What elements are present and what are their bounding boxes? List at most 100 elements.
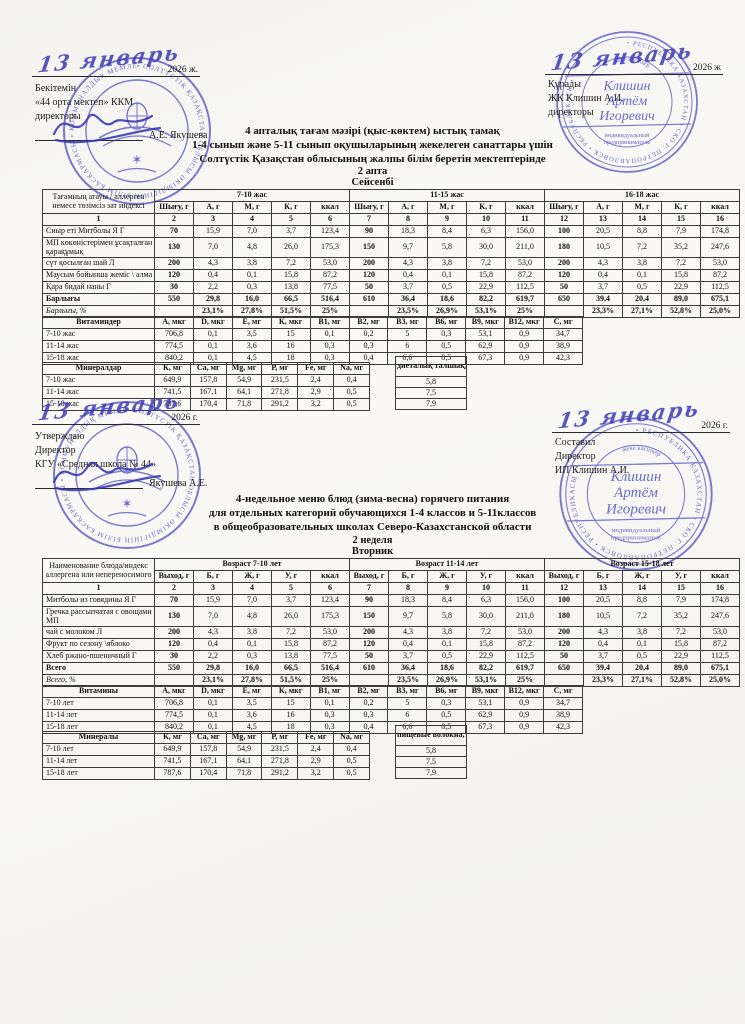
- nutrient-col-cell: Р, мг: [261, 362, 299, 375]
- value-cell: 30,0: [466, 606, 506, 627]
- value-cell: 9,7: [388, 237, 428, 258]
- subheader-cell: Шығу, г: [544, 201, 584, 214]
- age-label-cell: 7-10 жас: [42, 374, 155, 387]
- dish-name-cell: Гречка рассыпчатая с овощами МП: [42, 606, 155, 627]
- value-cell: 87,2: [310, 269, 350, 282]
- value-cell: 3,8: [622, 257, 662, 270]
- nutrient-value-cell: 2,9: [297, 386, 335, 399]
- fiber-row: 7,5: [395, 756, 467, 768]
- nutrient-value-cell: 5: [387, 697, 428, 710]
- subheader-cell: М, г: [232, 201, 272, 214]
- nutrient-value-cell: 34,7: [543, 697, 583, 710]
- value-cell: 4,3: [193, 257, 233, 270]
- age-group-cell: Возраст 7-10 лет: [154, 558, 350, 571]
- value-cell: 22,9: [661, 650, 701, 663]
- value-cell: 0,5: [622, 281, 662, 294]
- nutrient-value-cell: 167,1: [189, 386, 227, 399]
- value-cell: 8,4: [427, 225, 467, 238]
- value-cell: 7,2: [622, 606, 662, 627]
- nutrient-value-cell: 42,3: [543, 352, 583, 365]
- age-group-cell: 16-18 жас: [544, 189, 740, 202]
- nutrient-title-cell: Минералдар: [42, 362, 155, 375]
- fiber-table-kz: диеталық талшық, г 5,8 7,5 7,9: [395, 356, 467, 410]
- handwritten-date: 13 январь: [36, 39, 183, 78]
- doc-title-ru-line1: 4-недельное меню блюд (зима-весна) горяч…: [235, 493, 510, 505]
- nutrient-value-cell: 71,8: [225, 767, 263, 780]
- total-value-cell: 675,1: [700, 293, 740, 306]
- value-cell: 87,2: [700, 638, 740, 651]
- nutrient-col-cell: Mg, мг: [225, 362, 263, 375]
- subheader-cell: ккал: [700, 201, 740, 214]
- value-cell: 13,8: [271, 650, 311, 663]
- nutrient-col-cell: К, мг: [154, 731, 191, 744]
- total-value-cell: 650: [544, 293, 584, 306]
- nutrient-value-cell: 3,6: [231, 709, 272, 722]
- nutrient-value-cell: 0,3: [348, 709, 389, 722]
- colnum-cell: 4: [232, 582, 272, 595]
- total-label-cell: Барлығы: [42, 293, 155, 306]
- doc-title-kz-line2: 1-4 сынып және 5-11 сынып оқушыларының ж…: [192, 139, 553, 151]
- nutrient-col-cell: В9, мкг: [465, 316, 506, 329]
- value-cell: 7,2: [271, 257, 311, 270]
- nutrient-value-cell: 38,9: [543, 709, 583, 722]
- nutrient-value-cell: 157,8: [189, 374, 227, 387]
- dish-row: Қара бидай наны Г 30 2,2 0,3 13,8 77,5 50 3,7 0,…: [42, 281, 740, 294]
- value-cell: 0,5: [622, 650, 662, 663]
- nutrient-value-cell: 3,5: [231, 697, 272, 710]
- value-cell: 4,8: [232, 237, 272, 258]
- value-cell: 175,3: [310, 606, 350, 627]
- value-cell: 112,5: [700, 281, 740, 294]
- subheader-cell: К, г: [661, 201, 701, 214]
- subheader-cell: М, г: [622, 201, 662, 214]
- composer-date-line: 13 январь 2026 г.: [552, 396, 730, 433]
- total-value-cell: 36,4: [388, 293, 428, 306]
- value-cell: 15,8: [271, 638, 311, 651]
- value-cell: 53,0: [505, 257, 545, 270]
- colnum-cell: 1: [42, 213, 155, 226]
- nutrient-value-cell: 0,5: [333, 755, 370, 768]
- age-header-row: Тағамның атауы / аллерген немесе төзімсі…: [42, 189, 740, 214]
- colnum-cell: 8: [388, 213, 428, 226]
- nutrient-col-cell: Na, мг: [333, 362, 370, 375]
- nutrient-value-cell: 15: [270, 328, 311, 341]
- colnum-cell: 10: [466, 213, 506, 226]
- colnum-cell: 7: [349, 213, 389, 226]
- nutrient-col-cell: В1, мг: [309, 685, 350, 698]
- value-cell: 200: [349, 257, 389, 270]
- nutrient-value-cell: 0,9: [504, 697, 545, 710]
- value-cell: 0,4: [193, 269, 233, 282]
- subheader-cell: Выход, г: [349, 570, 389, 583]
- total-value-cell: 20,4: [622, 293, 662, 306]
- value-cell: 211,0: [505, 606, 545, 627]
- value-cell: 7,2: [466, 257, 506, 270]
- nutrient-col-cell: Са, мг: [189, 362, 227, 375]
- age-header-row: Наименование блюда/индекс аллергена или …: [42, 558, 740, 583]
- value-cell: 3,8: [622, 626, 662, 639]
- fiber-value-cell: 5,8: [395, 745, 467, 757]
- value-cell: 87,2: [700, 269, 740, 282]
- value-cell: 87,2: [505, 638, 545, 651]
- value-cell: 156,0: [505, 594, 545, 607]
- fiber-header-cell: пищевые волокна, г: [395, 725, 467, 746]
- value-cell: 7,2: [661, 257, 701, 270]
- value-cell: 50: [349, 650, 389, 663]
- value-cell: 120: [154, 638, 194, 651]
- colnum-cell: 3: [193, 582, 233, 595]
- nutrient-value-cell: 3,2: [297, 398, 335, 411]
- colnum-cell: 12: [544, 213, 584, 226]
- nutrient-value-cell: 167,1: [189, 755, 227, 768]
- age-group-cell: 11-15 жас: [349, 189, 545, 202]
- value-cell: 77,5: [310, 650, 350, 663]
- nutrient-value-cell: 6: [387, 709, 428, 722]
- value-cell: 175,3: [310, 237, 350, 258]
- composer-block-kz: Құрады ЖК Клишин А.И. директоры: [548, 78, 624, 120]
- value-cell: 0,1: [622, 638, 662, 651]
- subheader-row: Выход, г Б, г Ж, г У, г ккал Выход, г Б, г Ж, г…: [43, 570, 740, 583]
- nutrient-value-cell: 0,4: [333, 374, 370, 387]
- nutrient-value-cell: 0,3: [309, 340, 350, 353]
- fiber-row: 5,8: [395, 376, 467, 388]
- value-cell: 20,5: [583, 225, 623, 238]
- value-cell: 3,7: [388, 650, 428, 663]
- date-year: 2026 г.: [171, 413, 198, 423]
- nutrient-value-cell: 62,9: [465, 340, 506, 353]
